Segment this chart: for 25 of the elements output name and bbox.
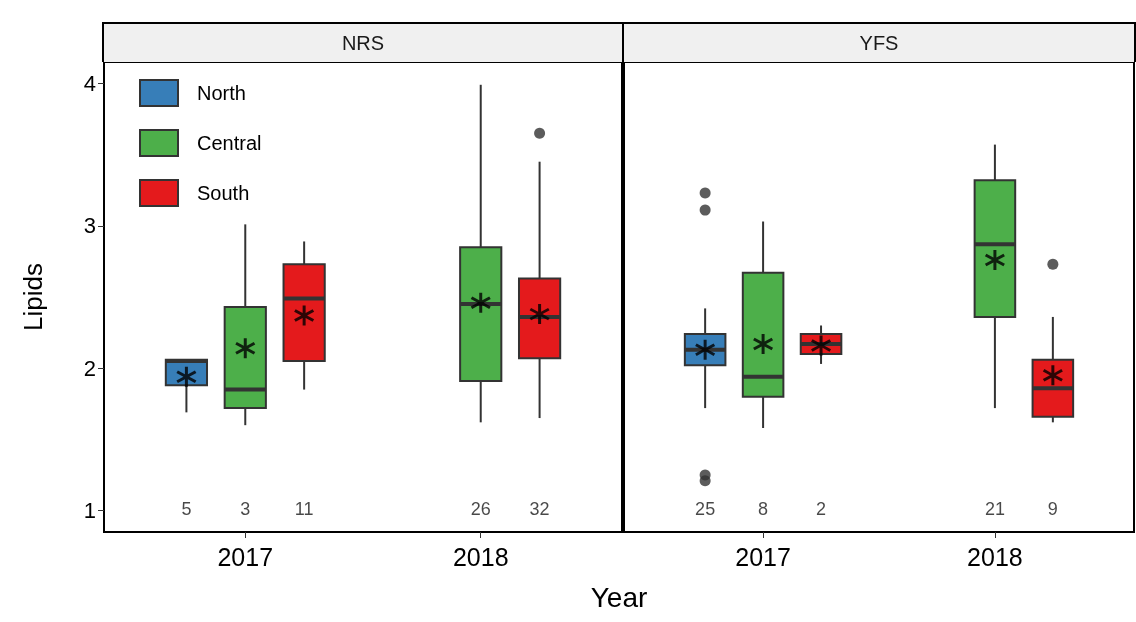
y-tick-label: 2 [83, 355, 96, 381]
y-tick-label: 1 [83, 498, 96, 524]
text: 25 [695, 499, 716, 519]
text: 21 [984, 499, 1005, 519]
legend-label: South [197, 182, 250, 204]
x-tick-label: 2017 [217, 542, 274, 571]
legend-label: Central [197, 132, 262, 154]
x-tick-label: 2018 [967, 542, 1023, 571]
y-tick-label: 4 [83, 70, 96, 96]
y-axis-title: Lipids [18, 263, 48, 331]
legend-label: North [197, 82, 246, 104]
text: 11 [294, 499, 314, 519]
chart-title: YFS [622, 22, 1136, 62]
text: 8 [758, 499, 769, 519]
text: 5 [181, 499, 192, 519]
x-axis-title: Year [589, 582, 649, 614]
x-tick-label: 2017 [735, 542, 791, 571]
x-tick-label: 2018 [452, 542, 509, 571]
text: 26 [470, 499, 491, 519]
text: 9 [1047, 499, 1058, 519]
y-tick-label: 3 [83, 213, 96, 239]
text: 32 [529, 499, 550, 519]
chart-title: NRS [102, 22, 624, 62]
text: 2 [816, 499, 827, 519]
text: 3 [240, 499, 251, 519]
